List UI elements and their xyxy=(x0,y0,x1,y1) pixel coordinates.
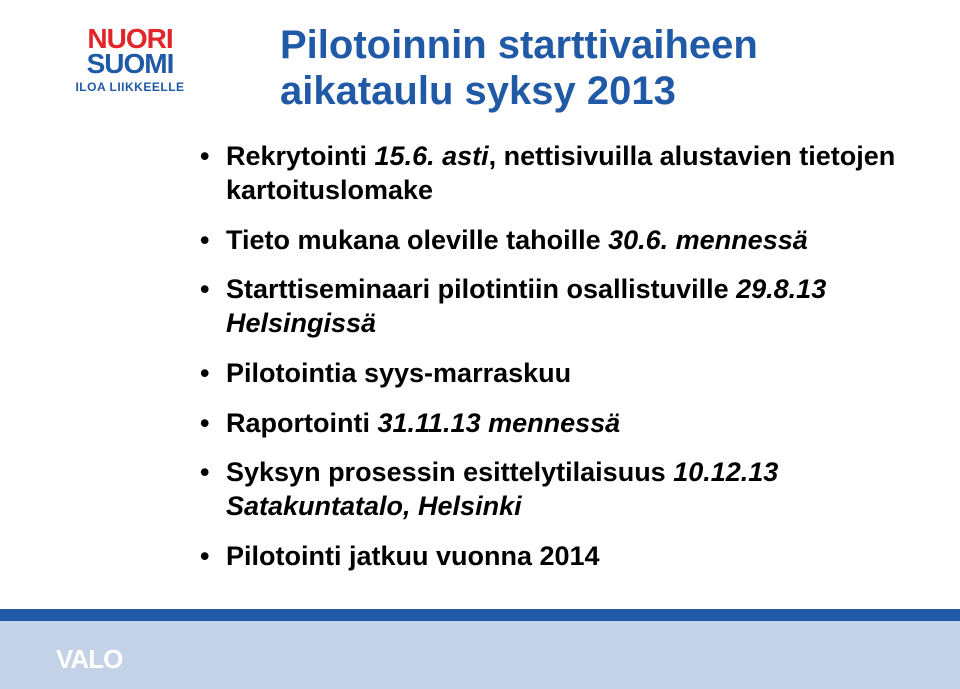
bullet-emphasis: 31.11.13 mennessä xyxy=(377,408,620,438)
bullet-text: Pilotointia syys-marraskuu xyxy=(226,358,571,388)
logo-line-3: ILOA LIIKKEELLE xyxy=(60,81,200,94)
list-item: Rekrytointi 15.6. asti, nettisivuilla al… xyxy=(200,140,900,208)
list-item: Syksyn prosessin esittelytilaisuus 10.12… xyxy=(200,456,900,524)
list-item: Starttiseminaari pilotintiin osallistuvi… xyxy=(200,273,900,341)
list-item: Raportointi 31.11.13 mennessä xyxy=(200,407,900,441)
bullet-emphasis: 15.6. asti xyxy=(375,141,489,171)
bullet-text: Syksyn prosessin esittelytilaisuus xyxy=(226,457,673,487)
list-item: Tieto mukana oleville tahoille 30.6. men… xyxy=(200,224,900,258)
valo-logo: VALO xyxy=(56,644,122,675)
nuori-suomi-logo: NUORI SUOMI ILOA LIIKKEELLE xyxy=(60,24,200,93)
bullet-list: Rekrytointi 15.6. asti, nettisivuilla al… xyxy=(200,140,900,590)
list-item: Pilotointi jatkuu vuonna 2014 xyxy=(200,540,900,574)
bullet-text: Tieto mukana oleville tahoille xyxy=(226,225,608,255)
bullet-text: Starttiseminaari pilotintiin osallistuvi… xyxy=(226,274,736,304)
slide: NUORI SUOMI ILOA LIIKKEELLE Pilotoinnin … xyxy=(0,0,960,689)
bullet-text: Pilotointi jatkuu vuonna 2014 xyxy=(226,541,600,571)
footer-band-dark xyxy=(0,609,960,621)
footer-band-light xyxy=(0,621,960,689)
logo-line-2: SUOMI xyxy=(60,49,200,78)
bullet-text: Raportointi xyxy=(226,408,377,438)
list-item: Pilotointia syys-marraskuu xyxy=(200,357,900,391)
bullet-text: Rekrytointi xyxy=(226,141,375,171)
valo-logo-text: VALO xyxy=(56,644,122,675)
footer-band: VALO xyxy=(0,609,960,689)
bullet-emphasis: 30.6. mennessä xyxy=(608,225,808,255)
slide-title: Pilotoinnin starttivaiheen aikataulu syk… xyxy=(280,22,920,114)
